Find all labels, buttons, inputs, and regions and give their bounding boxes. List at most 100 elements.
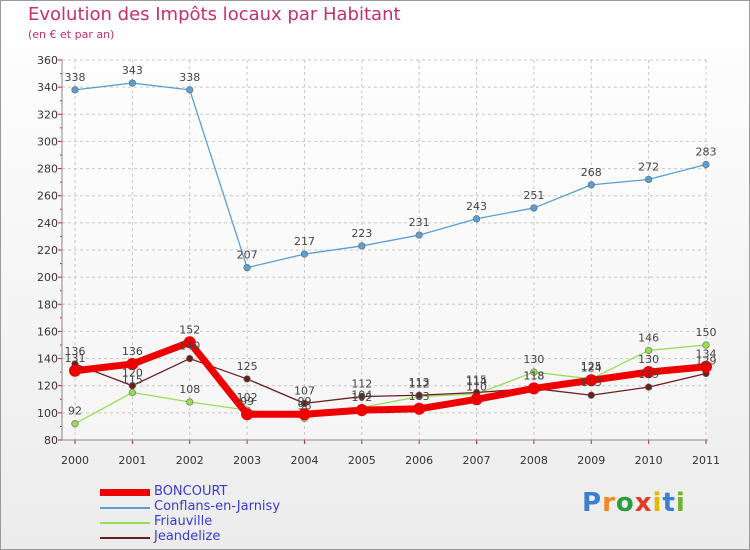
data-label-friauville: 150 — [696, 326, 717, 339]
logo-letter: o — [615, 488, 635, 518]
data-point-jeandelize — [186, 354, 194, 363]
logo-letter: i — [675, 488, 686, 518]
data-point-conflans-en-jarnisy — [587, 181, 595, 189]
data-label-jeandelize: 112 — [351, 378, 372, 391]
data-point-boncourt — [183, 336, 196, 349]
y-tick-label: 240 — [37, 217, 58, 230]
data-label-jeandelize: 119 — [638, 368, 659, 381]
legend-label-conflans: Conflans-en-Jarnisy — [154, 499, 281, 514]
data-point-conflans-en-jarnisy — [243, 264, 251, 272]
data-point-boncourt — [69, 364, 81, 377]
data-point-boncourt — [700, 360, 712, 373]
y-tick-label: 300 — [37, 135, 58, 148]
y-tick-label: 120 — [37, 380, 58, 393]
data-label-conflans-en-jarnisy: 272 — [638, 160, 659, 173]
data-point-boncourt — [642, 366, 655, 379]
data-point-jeandelize — [128, 382, 136, 390]
data-label-boncourt: 131 — [65, 352, 86, 365]
x-tick-label: 2004 — [290, 454, 318, 467]
legend-item-friauville: Friauville — [100, 514, 360, 530]
data-label-jeandelize: 120 — [122, 367, 143, 380]
data-label-boncourt: 134 — [696, 348, 717, 361]
data-label-boncourt: 99 — [297, 395, 311, 408]
y-tick-label: 80 — [44, 434, 58, 447]
data-point-friauville — [530, 368, 538, 376]
series-line-friauville — [74, 344, 707, 425]
data-point-conflans-en-jarnisy — [472, 215, 481, 223]
data-label-friauville: 112 — [409, 378, 430, 391]
data-label-jeandelize: 113 — [581, 376, 602, 389]
data-label-boncourt: 124 — [581, 361, 602, 374]
legend: BONCOURT Conflans-en-Jarnisy Friauville … — [100, 484, 360, 545]
x-tick-label: 2009 — [577, 454, 605, 467]
x-tick-label: 2005 — [348, 454, 376, 467]
data-label-friauville: 96 — [297, 399, 311, 412]
data-label-conflans-en-jarnisy: 283 — [696, 146, 717, 159]
x-tick-label: 2010 — [635, 454, 663, 467]
logo-letter: x — [634, 488, 653, 518]
data-point-conflans-en-jarnisy — [702, 160, 710, 169]
y-tick-label: 320 — [37, 108, 58, 121]
y-tick-label: 280 — [37, 163, 58, 176]
data-label-jeandelize: 140 — [179, 340, 200, 353]
x-tick-label: 2001 — [118, 454, 146, 467]
data-point-friauville — [645, 346, 653, 355]
data-point-conflans-en-jarnisy — [186, 86, 194, 94]
data-label-friauville: 108 — [179, 383, 200, 396]
data-point-boncourt — [585, 374, 598, 387]
data-label-conflans-en-jarnisy: 207 — [237, 249, 258, 262]
data-point-boncourt — [413, 402, 426, 415]
legend-label-boncourt: BONCOURT — [154, 484, 228, 499]
legend-swatch-conflans — [100, 507, 150, 509]
data-label-jeandelize: 113 — [409, 376, 430, 389]
data-point-conflans-en-jarnisy — [128, 79, 136, 87]
data-label-boncourt: 103 — [409, 390, 430, 403]
x-tick-label: 2002 — [176, 454, 204, 467]
series-line-conflans-en-jarnisy — [74, 82, 707, 269]
data-point-conflans-en-jarnisy — [415, 231, 423, 239]
data-point-boncourt — [527, 382, 540, 395]
data-point-friauville — [186, 398, 194, 406]
legend-swatch-friauville — [100, 522, 150, 524]
x-tick-label: 2000 — [61, 454, 89, 467]
data-point-friauville — [702, 341, 710, 349]
proxiti-logo: Proxiti — [582, 488, 686, 518]
logo-letter: r — [602, 488, 616, 518]
data-point-boncourt — [241, 408, 254, 421]
x-tick-label: 2008 — [520, 454, 548, 467]
data-point-jeandelize — [358, 392, 366, 401]
y-tick-label: 140 — [37, 353, 58, 366]
data-label-boncourt: 152 — [179, 323, 200, 336]
data-label-conflans-en-jarnisy: 231 — [409, 216, 430, 229]
data-label-jeandelize: 125 — [237, 360, 258, 373]
data-label-boncourt: 102 — [351, 391, 372, 404]
data-point-conflans-en-jarnisy — [358, 242, 366, 250]
series-line-boncourt — [71, 338, 710, 418]
logo-letter: P — [582, 488, 603, 518]
y-tick-label: 220 — [37, 244, 58, 257]
data-label-friauville: 130 — [523, 353, 544, 366]
data-label-jeandelize: 118 — [523, 369, 544, 382]
legend-item-jeandelize: Jeandelize — [100, 529, 360, 545]
legend-item-conflans: Conflans-en-Jarnisy — [100, 499, 360, 515]
data-label-jeandelize: 136 — [65, 345, 86, 358]
data-label-friauville: 115 — [122, 374, 143, 387]
data-label-boncourt: 110 — [466, 380, 487, 393]
data-point-friauville — [128, 388, 136, 397]
legend-label-jeandelize: Jeandelize — [154, 529, 221, 544]
data-label-conflans-en-jarnisy: 338 — [179, 71, 200, 84]
data-label-jeandelize: 129 — [696, 355, 717, 368]
data-label-conflans-en-jarnisy: 217 — [294, 235, 315, 248]
data-label-friauville: 104 — [351, 388, 372, 401]
legend-swatch-boncourt — [100, 489, 150, 496]
data-label-friauville: 114 — [466, 375, 487, 388]
data-label-conflans-en-jarnisy: 343 — [122, 64, 143, 77]
data-label-boncourt: 118 — [523, 369, 544, 382]
data-point-boncourt — [298, 408, 311, 421]
y-tick-label: 340 — [37, 81, 58, 94]
data-label-conflans-en-jarnisy: 243 — [466, 200, 487, 213]
y-tick-label: 100 — [37, 407, 58, 420]
data-label-conflans-en-jarnisy: 223 — [351, 227, 372, 240]
x-tick-label: 2003 — [233, 454, 261, 467]
